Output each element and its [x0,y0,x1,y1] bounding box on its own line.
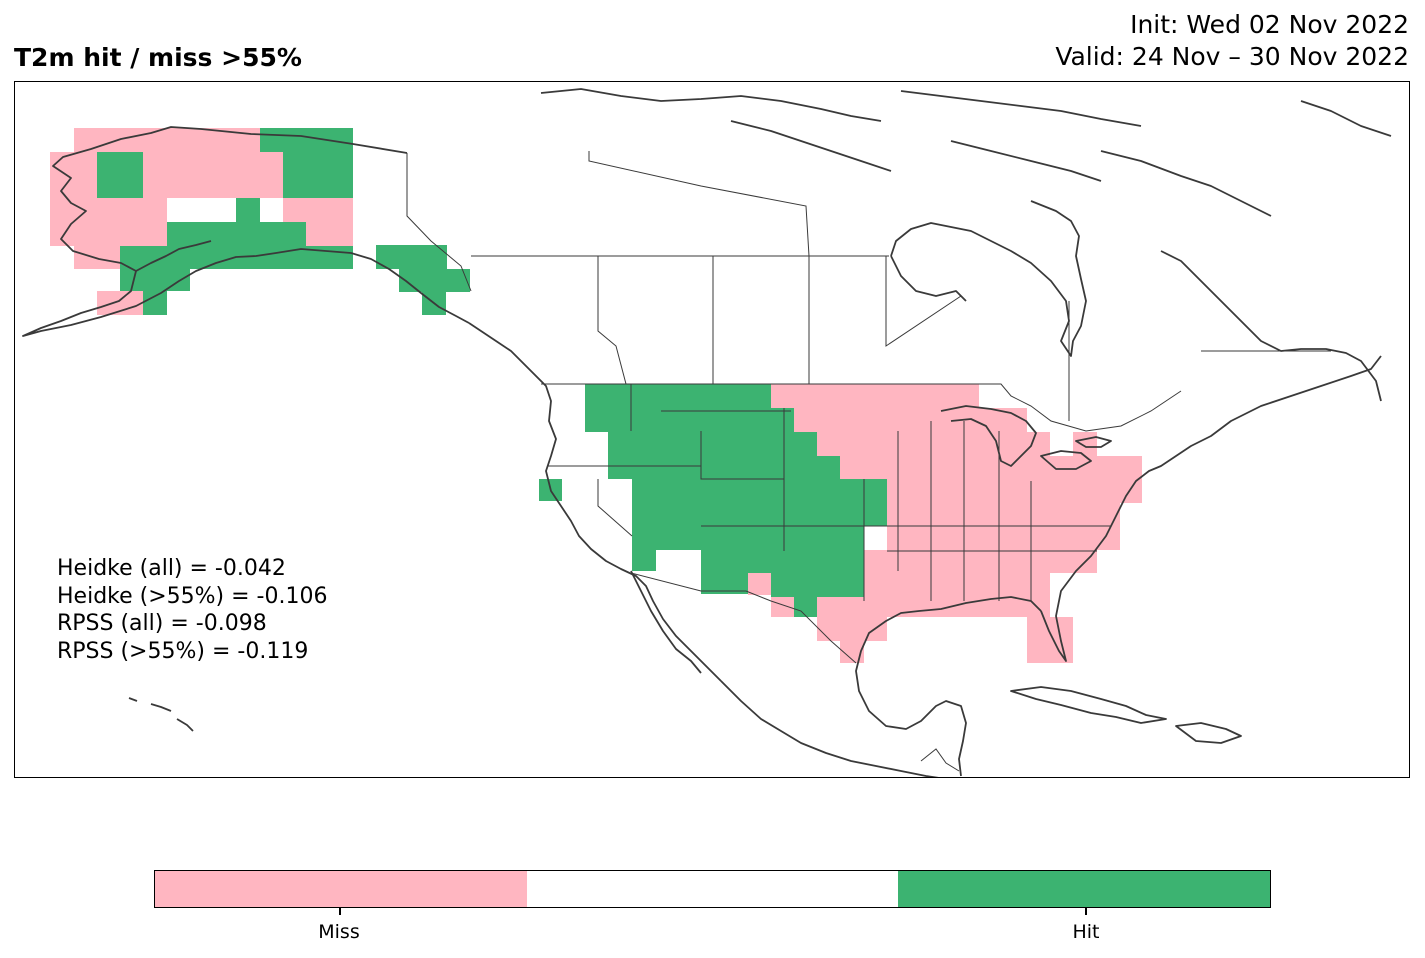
borders [406,151,1331,772]
miss-cell [864,550,1097,573]
hit-cell [632,503,887,526]
hit-cell [701,550,864,573]
hit-cell [167,222,306,246]
miss-cell [840,641,864,663]
miss-cell [97,198,167,246]
pacific-coast [468,322,722,682]
colorbar [154,870,1271,908]
hit-cell [399,269,470,292]
great-lakes [940,405,1112,470]
colorbar-miss-segment [155,871,527,907]
miss-cell [817,597,1050,617]
hudson-bay-south [890,255,967,302]
mexico-border [630,572,857,664]
alaska-coast-inner [135,240,212,272]
central-america-borders [920,748,960,772]
miss-cell [817,432,1050,456]
hit-cell [608,432,817,456]
hit-cell [585,408,794,432]
miss-cell [864,573,1050,597]
colorbar-label-miss: Miss [318,921,360,943]
cuba [1010,686,1167,724]
us-states [547,384,1111,601]
miss-cell [840,456,1142,479]
labrador-coast [1160,250,1382,402]
miss-cell [748,571,771,595]
colorbar-label-hit: Hit [1072,921,1100,943]
heidke-all-score: Heidke (all) = -0.042 [57,556,286,581]
rpss-55-score: RPSS (>55%) = -0.119 [57,638,309,664]
hudson-bay [890,200,1087,357]
hit-cell [632,526,864,550]
north-america-map [22,88,1392,777]
hit-cell [632,479,887,503]
map-panel [14,81,1410,778]
hit-cell [701,573,748,594]
hit-cell [260,128,353,152]
miss-cell [771,384,979,408]
miss-cell [143,152,283,198]
hit-cell [143,291,167,315]
hit-cell [585,384,771,408]
hit-cell [236,198,260,222]
miss-cell [771,595,794,617]
hit-cell [608,456,840,479]
colorbar-hit-segment [898,871,1271,907]
skill-scores: Heidke (all) = -0.042 Heidke (>55%) = -0… [57,555,327,665]
mexico-coast [720,680,939,777]
miss-cell [50,152,97,246]
hit-cell [97,152,143,198]
hispaniola [1175,722,1242,744]
init-date: Init: Wed 02 Nov 2022 [1130,10,1409,39]
us-canada-border [541,383,1182,432]
colorbar-tick-miss [339,908,341,915]
atlantic-coast [1040,355,1382,662]
alaska-coast [22,126,470,337]
heidke-55-score: Heidke (>55%) = -0.106 [57,583,328,609]
coastlines [22,88,1392,777]
colorbar-neutral-segment [526,871,899,907]
rpss-all-score: RPSS (all) = -0.098 [57,611,267,636]
valid-period: Valid: 24 Nov – 30 Nov 2022 [1055,42,1409,71]
hit-cell [794,597,817,617]
map-title: T2m hit / miss >55% [14,43,302,72]
colorbar-tick-hit [1085,908,1087,915]
hit-cell [632,550,656,571]
hit-cell [283,152,353,198]
gulf-coast [855,596,1042,777]
alaska-canada-border [406,153,472,292]
canada-provinces [471,151,1331,421]
hit-cell [376,245,447,269]
conus-cells [539,384,1142,663]
arctic-islands [540,88,1392,217]
miss-cell [794,408,1027,432]
hawaii [128,697,194,732]
hit-cell [771,573,864,597]
baja-coast [630,570,702,674]
miss-cell [1027,617,1073,663]
miss-cell [887,479,1142,503]
